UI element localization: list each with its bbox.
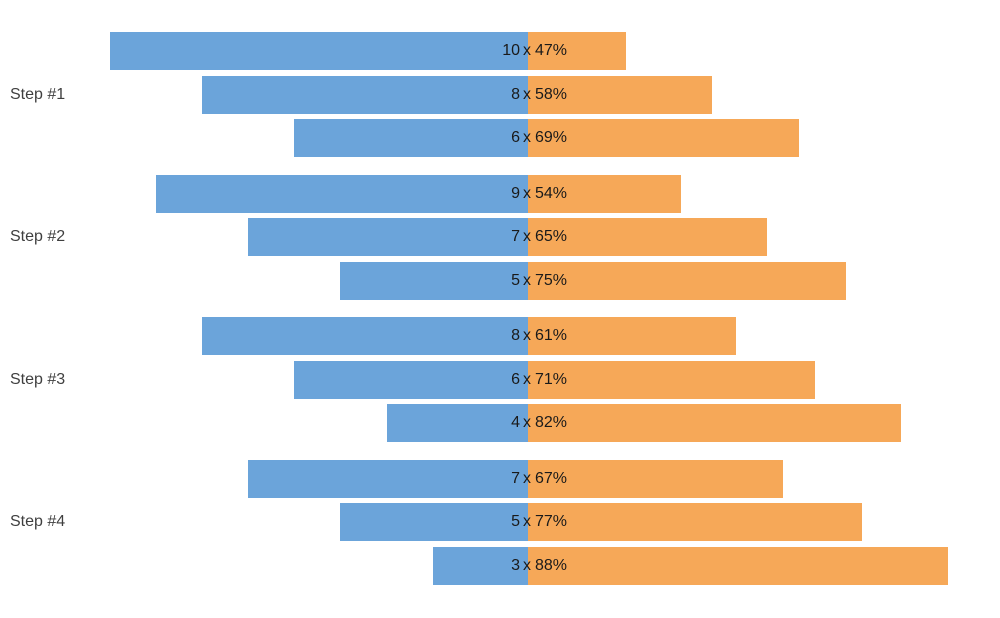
- percent-bar: [528, 503, 862, 542]
- bar-count-value: 3: [511, 556, 520, 574]
- bar-count-value: 10: [502, 42, 520, 59]
- percent-bar: [528, 174, 681, 213]
- bar-count-value: 8: [511, 85, 520, 103]
- bar-count-value: 4: [511, 414, 520, 432]
- bar-percent-value: 54%: [535, 184, 568, 202]
- percent-bar: [528, 218, 768, 257]
- bar-count-value: 7: [511, 228, 520, 246]
- count-bar: [202, 75, 529, 114]
- bar-row: 6 x 71%: [0, 360, 1000, 399]
- bar-row: 5 x 77%: [0, 503, 1000, 542]
- bar-count-value: 5: [511, 513, 520, 531]
- count-bar: [294, 360, 529, 399]
- count-bar: [432, 546, 529, 585]
- bar-percent-value: 69%: [535, 129, 568, 147]
- bar-count-value: 9: [511, 184, 520, 202]
- bar-count-value: 6: [511, 129, 520, 147]
- bar-percent-value: 61%: [535, 327, 568, 344]
- count-bar: [109, 32, 529, 70]
- bar-percent-value: 47%: [535, 42, 568, 59]
- x-separator: x: [523, 228, 531, 246]
- bar-count-value: 6: [511, 370, 520, 388]
- x-separator: x: [523, 469, 531, 487]
- bar-percent-value: 82%: [535, 414, 568, 432]
- step-label: Step #2: [10, 228, 66, 246]
- x-separator: x: [523, 370, 531, 388]
- bar-count-value: 5: [511, 271, 520, 289]
- step-label: Step #1: [10, 85, 66, 103]
- bar-count-value: 7: [511, 469, 520, 487]
- percent-bar: [528, 317, 736, 355]
- x-separator: x: [523, 327, 531, 344]
- bar-percent-value: 77%: [535, 513, 568, 531]
- percent-bar: [528, 360, 815, 399]
- bar-percent-value: 58%: [535, 85, 568, 103]
- bar-count-value: 8: [511, 327, 520, 344]
- count-bar: [248, 459, 529, 498]
- count-bar: [294, 119, 529, 158]
- count-bar: [202, 317, 529, 355]
- bar-row: 8 x 58%: [0, 75, 1000, 114]
- percent-bar: [528, 32, 626, 70]
- bar-row: 5 x 75%: [0, 261, 1000, 300]
- x-separator: x: [523, 414, 531, 432]
- count-bar: [248, 218, 529, 257]
- bar-row: 9 x 54%: [0, 174, 1000, 213]
- percent-bar: [528, 261, 846, 300]
- percent-bar: [528, 404, 902, 443]
- x-separator: x: [523, 556, 531, 574]
- x-separator: x: [523, 129, 531, 147]
- percent-bar: [528, 75, 713, 114]
- bar-row: 7 x 65%: [0, 218, 1000, 257]
- bar-percent-value: 88%: [535, 556, 568, 574]
- x-separator: x: [523, 271, 531, 289]
- x-separator: x: [523, 85, 531, 103]
- bar-percent-value: 65%: [535, 228, 568, 246]
- bar-row: 3 x 88%: [0, 546, 1000, 585]
- percent-bar: [528, 546, 949, 585]
- bar-percent-value: 71%: [535, 370, 568, 388]
- percent-bar: [528, 459, 784, 498]
- bar-percent-value: 67%: [535, 469, 568, 487]
- count-bar: [155, 174, 529, 213]
- bar-row: 7 x 67%: [0, 459, 1000, 498]
- bar-row: 6 x 69%: [0, 119, 1000, 158]
- bar-row: 8 x 61%: [0, 317, 1000, 355]
- x-separator: x: [523, 184, 531, 202]
- count-bar: [386, 404, 529, 443]
- step-label: Step #3: [10, 370, 66, 388]
- percent-bar: [528, 119, 799, 158]
- bar-percent-value: 75%: [535, 271, 568, 289]
- step-label: Step #4: [10, 513, 66, 531]
- x-separator: x: [523, 42, 531, 59]
- bar-row: 10 x 47%: [0, 32, 1000, 70]
- x-separator: x: [523, 513, 531, 531]
- bar-row: 4 x 82%: [0, 404, 1000, 443]
- count-bar: [340, 261, 529, 300]
- count-bar: [340, 503, 529, 542]
